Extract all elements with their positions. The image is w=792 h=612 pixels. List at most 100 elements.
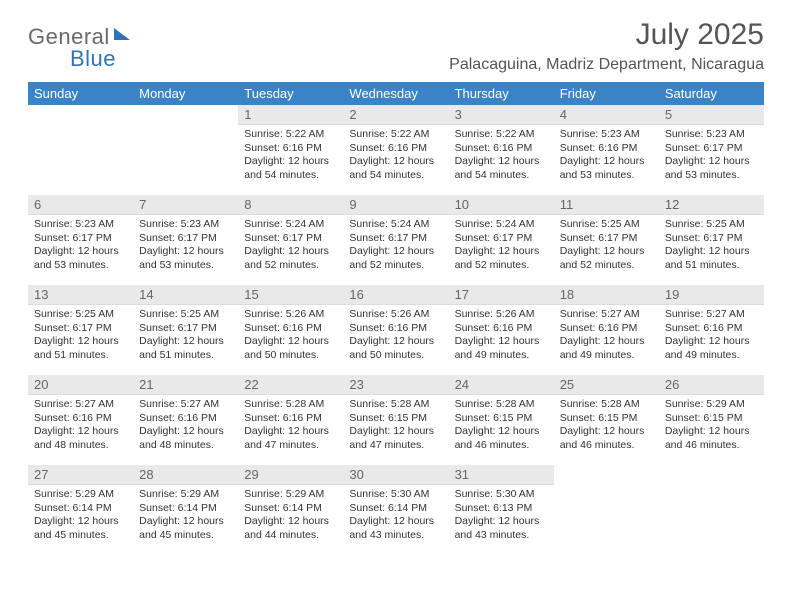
calendar-cell: 3 Sunrise: 5:22 AMSunset: 6:16 PMDaylight… — [449, 105, 554, 195]
header-right: July 2025 Palacaguina, Madriz Department… — [449, 18, 764, 74]
daylight-line-2: and 51 minutes. — [665, 259, 758, 273]
sunset-line: Sunset: 6:17 PM — [560, 232, 653, 246]
calendar-cell: 25Sunrise: 5:28 AMSunset: 6:15 PMDayligh… — [554, 375, 659, 465]
day-number-band: 2 — [343, 105, 448, 125]
sunrise-line: Sunrise: 5:22 AM — [455, 128, 548, 142]
daylight-line-1: Daylight: 12 hours — [244, 335, 337, 349]
cell-body: Sunrise: 5:23 AMSunset: 6:17 PMDaylight:… — [133, 215, 238, 279]
day-header: Thursday — [449, 82, 554, 105]
sunset-line: Sunset: 6:17 PM — [34, 322, 127, 336]
calendar-cell — [28, 105, 133, 195]
sunrise-line: Sunrise: 5:27 AM — [139, 398, 232, 412]
calendar-cell: 1Sunrise: 5:22 AMSunset: 6:16 PMDaylight… — [238, 105, 343, 195]
sunset-line: Sunset: 6:17 PM — [34, 232, 127, 246]
daylight-line-1: Daylight: 12 hours — [34, 335, 127, 349]
daylight-line-1: Daylight: 12 hours — [139, 335, 232, 349]
day-header: Saturday — [659, 82, 764, 105]
calendar-table: SundayMondayTuesdayWednesdayThursdayFrid… — [28, 82, 764, 555]
cell-body: Sunrise: 5:24 AMSunset: 6:17 PMDaylight:… — [449, 215, 554, 279]
daylight-line-1: Daylight: 12 hours — [455, 425, 548, 439]
cell-body: Sunrise: 5:27 AMSunset: 6:16 PMDaylight:… — [28, 395, 133, 459]
daylight-line-1: Daylight: 12 hours — [244, 155, 337, 169]
daylight-line-2: and 51 minutes. — [139, 349, 232, 363]
day-number-band: 9 — [343, 195, 448, 215]
daylight-line-2: and 49 minutes. — [455, 349, 548, 363]
sunset-line: Sunset: 6:16 PM — [455, 142, 548, 156]
daylight-line-2: and 52 minutes. — [349, 259, 442, 273]
calendar-cell: 4Sunrise: 5:23 AMSunset: 6:16 PMDaylight… — [554, 105, 659, 195]
daylight-line-2: and 46 minutes. — [560, 439, 653, 453]
sunset-line: Sunset: 6:14 PM — [139, 502, 232, 516]
day-header: Wednesday — [343, 82, 448, 105]
sunset-line: Sunset: 6:17 PM — [244, 232, 337, 246]
daylight-line-2: and 53 minutes. — [34, 259, 127, 273]
sunset-line: Sunset: 6:14 PM — [244, 502, 337, 516]
calendar-cell: 13 Sunrise: 5:25 AMSunset: 6:17 PMDayligh… — [28, 285, 133, 375]
daylight-line-1: Daylight: 12 hours — [455, 245, 548, 259]
daylight-line-2: and 43 minutes. — [349, 529, 442, 543]
sunrise-line: Sunrise: 5:26 AM — [349, 308, 442, 322]
sunrise-line: Sunrise: 5:22 AM — [349, 128, 442, 142]
cell-body: Sunrise: 5:26 AMSunset: 6:16 PMDaylight:… — [238, 305, 343, 369]
sunset-line: Sunset: 6:15 PM — [455, 412, 548, 426]
sunrise-line: Sunrise: 5:26 AM — [244, 308, 337, 322]
cell-body: Sunrise: 5:28 AMSunset: 6:16 PMDaylight:… — [238, 395, 343, 459]
sunrise-line: Sunrise: 5:30 AM — [455, 488, 548, 502]
sunset-line: Sunset: 6:13 PM — [455, 502, 548, 516]
calendar-week-row: 13Sunrise: 5:25 AMSunset: 6:17 PMDayligh… — [28, 285, 764, 375]
daylight-line-2: and 54 minutes. — [349, 169, 442, 183]
day-number-band: 13 — [28, 285, 133, 305]
sunrise-line: Sunrise: 5:25 AM — [34, 308, 127, 322]
sunrise-line: Sunrise: 5:23 AM — [139, 218, 232, 232]
day-number-band: 16 — [343, 285, 448, 305]
day-number-band: 23 — [343, 375, 448, 395]
calendar-cell: 22Sunrise: 5:28 AMSunset: 6:16 PMDayligh… — [238, 375, 343, 465]
cell-body: Sunrise: 5:23 AMSunset: 6:17 PMDaylight:… — [28, 215, 133, 279]
cell-body: Sunrise: 5:22 AMSunset: 6:16 PMDaylight:… — [238, 125, 343, 189]
daylight-line-2: and 46 minutes. — [665, 439, 758, 453]
sunset-line: Sunset: 6:17 PM — [139, 322, 232, 336]
daylight-line-2: and 48 minutes. — [139, 439, 232, 453]
brand-word-2: Blue — [70, 46, 116, 72]
sunset-line: Sunset: 6:17 PM — [665, 232, 758, 246]
daylight-line-2: and 46 minutes. — [455, 439, 548, 453]
sunrise-line: Sunrise: 5:24 AM — [244, 218, 337, 232]
cell-body: Sunrise: 5:25 AMSunset: 6:17 PMDaylight:… — [133, 305, 238, 369]
daylight-line-2: and 49 minutes. — [560, 349, 653, 363]
sunset-line: Sunset: 6:16 PM — [349, 142, 442, 156]
daylight-line-1: Daylight: 12 hours — [665, 335, 758, 349]
daylight-line-1: Daylight: 12 hours — [560, 245, 653, 259]
day-number-band: 19 — [659, 285, 764, 305]
cell-body: Sunrise: 5:26 AMSunset: 6:16 PMDaylight:… — [343, 305, 448, 369]
day-number-band: 1 — [238, 105, 343, 125]
day-number-band: 11 — [554, 195, 659, 215]
sunset-line: Sunset: 6:17 PM — [455, 232, 548, 246]
calendar-cell: 27Sunrise: 5:29 AMSunset: 6:14 PMDayligh… — [28, 465, 133, 555]
sunset-line: Sunset: 6:16 PM — [455, 322, 548, 336]
day-number-band: 3 — [449, 105, 554, 125]
daylight-line-2: and 45 minutes. — [139, 529, 232, 543]
day-number-band: 20 — [28, 375, 133, 395]
sunrise-line: Sunrise: 5:23 AM — [34, 218, 127, 232]
calendar-body: 1Sunrise: 5:22 AMSunset: 6:16 PMDaylight… — [28, 105, 764, 555]
calendar-cell: 8Sunrise: 5:24 AMSunset: 6:17 PMDaylight… — [238, 195, 343, 285]
daylight-line-1: Daylight: 12 hours — [455, 155, 548, 169]
day-number-band: 31 — [449, 465, 554, 485]
calendar-cell — [659, 465, 764, 555]
cell-body: Sunrise: 5:28 AMSunset: 6:15 PMDaylight:… — [554, 395, 659, 459]
sunset-line: Sunset: 6:16 PM — [560, 322, 653, 336]
daylight-line-2: and 49 minutes. — [665, 349, 758, 363]
sunset-line: Sunset: 6:17 PM — [139, 232, 232, 246]
sunrise-line: Sunrise: 5:29 AM — [139, 488, 232, 502]
daylight-line-1: Daylight: 12 hours — [455, 515, 548, 529]
calendar-cell: 20Sunrise: 5:27 AMSunset: 6:16 PMDayligh… — [28, 375, 133, 465]
cell-body: Sunrise: 5:27 AMSunset: 6:16 PMDaylight:… — [659, 305, 764, 369]
calendar-cell: 24Sunrise: 5:28 AMSunset: 6:15 PMDayligh… — [449, 375, 554, 465]
daylight-line-1: Daylight: 12 hours — [34, 515, 127, 529]
day-number-band: 24 — [449, 375, 554, 395]
daylight-line-1: Daylight: 12 hours — [244, 245, 337, 259]
day-number-band: 21 — [133, 375, 238, 395]
calendar-cell: 17Sunrise: 5:26 AMSunset: 6:16 PMDayligh… — [449, 285, 554, 375]
daylight-line-1: Daylight: 12 hours — [244, 515, 337, 529]
sunset-line: Sunset: 6:15 PM — [665, 412, 758, 426]
